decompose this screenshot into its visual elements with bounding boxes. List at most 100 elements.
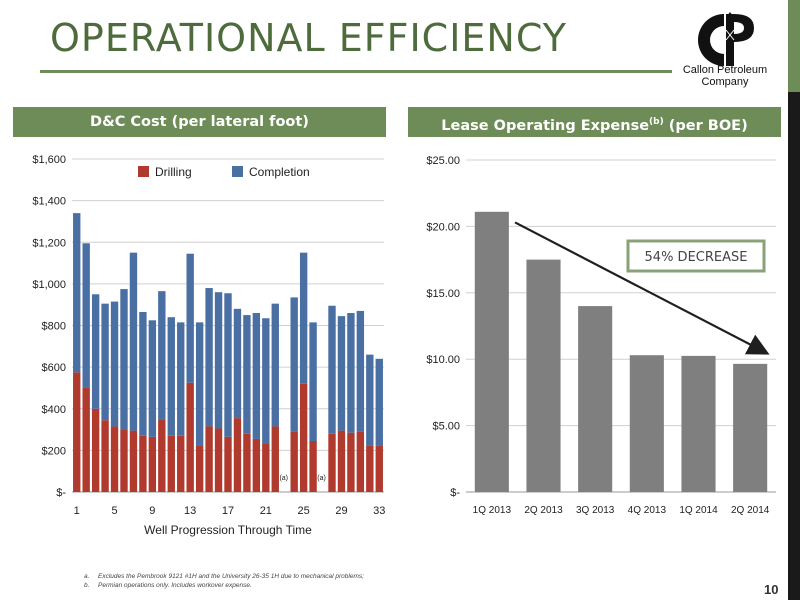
bar-completion: [337, 316, 346, 431]
bar-completion: [224, 293, 232, 437]
annotation-label: (a): [317, 475, 326, 482]
bar-completion: [290, 297, 298, 432]
footnote-text: Permian operations only. Includes workov…: [98, 582, 252, 589]
y-tick-label: $5.00: [432, 421, 460, 433]
y-tick-label: $20.00: [426, 221, 460, 233]
legend-label: Completion: [249, 165, 310, 179]
x-tick-label: 2Q 2013: [524, 505, 563, 516]
annotation-label: (a): [279, 475, 288, 482]
bar-drilling: [148, 436, 157, 492]
bar-drilling: [186, 382, 194, 492]
bar-completion: [356, 310, 365, 432]
x-tick-label: 13: [184, 505, 196, 517]
bar-drilling: [299, 383, 308, 492]
x-axis-title: Well Progression Through Time: [144, 523, 312, 537]
y-tick-label: $600: [42, 362, 66, 374]
footnote: b. Permian operations only. Includes work…: [84, 582, 252, 589]
bar-completion: [167, 317, 175, 436]
bar-completion: [177, 322, 185, 436]
bar-drilling: [309, 441, 317, 492]
page-number: 10: [764, 582, 779, 597]
x-tick-label: 5: [111, 505, 117, 517]
bar-drilling: [262, 443, 270, 492]
page-title: OPERATIONAL EFFICIENCY: [50, 16, 567, 60]
x-tick-label: 4Q 2013: [628, 505, 667, 516]
bar-completion: [243, 315, 251, 434]
bar-drilling: [195, 445, 204, 492]
loe-chart: $- $5.00 $10.00 $15.00 $20.00 $25.00 1Q 2013 2Q…: [426, 155, 776, 516]
x-tick-label: 29: [335, 505, 347, 517]
bar-completion: [347, 313, 355, 433]
bar-drilling: [205, 426, 213, 492]
legend-label: Drilling: [155, 165, 192, 179]
dc-cost-chart: $- $200 $400 $600 $800 $1,000 $1,200 $1,400 $1,6…: [32, 154, 385, 537]
bar-loe: [474, 211, 509, 492]
dc-cost-header: D&C Cost (per lateral foot): [13, 107, 386, 137]
bar-loe: [733, 363, 768, 492]
bar-completion: [375, 358, 383, 446]
bar-completion: [195, 322, 204, 446]
y-tick-label: $400: [42, 404, 66, 416]
bar-completion: [252, 313, 261, 439]
bar-completion: [366, 354, 374, 446]
bar-drilling: [290, 431, 298, 492]
bar-drilling: [224, 436, 232, 492]
bar-drilling: [271, 426, 279, 492]
bar-completion: [148, 320, 157, 437]
title-rule: [40, 70, 672, 73]
legend-swatch: [232, 166, 243, 177]
bar-drilling: [82, 387, 90, 492]
y-tick-label: $1,400: [32, 196, 66, 208]
bar-completion: [82, 243, 90, 388]
y-tick-label: $10.00: [426, 354, 460, 366]
bar-completion: [233, 308, 242, 419]
bar-completion: [91, 294, 100, 409]
bar-completion: [139, 311, 147, 436]
bar-drilling: [328, 433, 336, 492]
bar-drilling: [347, 432, 355, 492]
bar-completion: [110, 301, 119, 427]
loe-header: Lease Operating Expense(b) (per BOE): [408, 107, 781, 137]
bar-completion: [158, 291, 166, 420]
x-tick-label: 2Q 2014: [731, 505, 770, 516]
y-tick-label: $1,600: [32, 154, 66, 166]
decrease-callout-text: 54% DECREASE: [645, 250, 748, 265]
footnote-label: a.: [84, 573, 90, 580]
bar-drilling: [73, 372, 81, 492]
x-tick-label: 21: [260, 505, 272, 517]
y-tick-label: $1,200: [32, 237, 66, 249]
bar-completion: [299, 252, 308, 384]
bar-drilling: [110, 426, 119, 492]
logo-text: Callon Petroleum Company: [676, 64, 774, 88]
bar-completion: [262, 318, 270, 444]
bar-completion: [101, 303, 109, 421]
right-edge-bar: [788, 0, 800, 600]
bar-drilling: [91, 408, 100, 492]
bar-completion: [73, 213, 81, 373]
bar-drilling: [375, 445, 383, 492]
callon-logo-icon: [698, 12, 754, 66]
bar-completion: [309, 322, 317, 442]
y-tick-label: $25.00: [426, 155, 460, 167]
bar-loe: [681, 355, 716, 492]
bar-drilling: [120, 429, 128, 492]
x-tick-label: 17: [222, 505, 234, 517]
y-tick-label: $200: [42, 445, 66, 457]
legend-swatch: [138, 166, 149, 177]
bar-drilling: [366, 445, 374, 492]
bar-completion: [214, 292, 223, 429]
bar-loe: [578, 306, 613, 492]
x-tick-label: 9: [149, 505, 155, 517]
bar-drilling: [139, 435, 147, 492]
bar-completion: [129, 252, 138, 431]
bar-drilling: [101, 420, 109, 492]
bar-loe: [526, 259, 561, 492]
bar-drilling: [356, 431, 365, 492]
trend-arrow: [514, 221, 770, 355]
y-tick-label: $-: [450, 487, 460, 499]
bar-completion: [328, 305, 336, 434]
bar-completion: [271, 303, 279, 427]
loe-header-main: Lease Operating Expense: [441, 117, 650, 134]
footnote-label: b.: [84, 582, 90, 589]
x-tick-label: 1: [74, 505, 80, 517]
